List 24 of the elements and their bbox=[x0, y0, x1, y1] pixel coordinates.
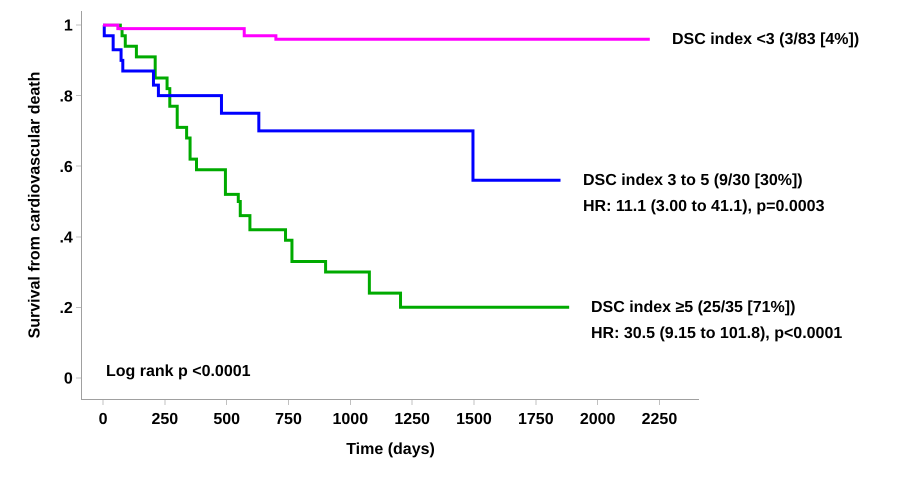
x-tick-label: 1750 bbox=[518, 411, 554, 428]
x-tick-label: 250 bbox=[151, 411, 178, 428]
y-tick-label: .2 bbox=[59, 300, 73, 317]
x-tick-label: 1000 bbox=[332, 411, 368, 428]
series-label: DSC index ≥5 (25/35 [71%]) bbox=[591, 299, 796, 316]
y-axis-title: Survival from cardiovascular death bbox=[26, 72, 44, 338]
y-tick-label: 0 bbox=[64, 370, 73, 388]
y-tick-label: .4 bbox=[59, 229, 73, 246]
x-tick-label: 0 bbox=[98, 411, 108, 428]
x-tick-label: 2250 bbox=[642, 411, 678, 428]
annotation: HR: 30.5 (9.15 to 101.8), p<0.0001 bbox=[591, 325, 842, 342]
x-tick-label: 1250 bbox=[394, 411, 430, 428]
y-tick-label: 1 bbox=[64, 18, 73, 35]
x-tick-label: 500 bbox=[213, 411, 240, 428]
y-tick-label: .8 bbox=[59, 88, 73, 106]
x-axis-title: Time (days) bbox=[346, 440, 435, 458]
x-tick-label: 2000 bbox=[580, 411, 616, 428]
x-tick-label: 1500 bbox=[456, 411, 492, 428]
series-label: DSC index 3 to 5 (9/30 [30%]) bbox=[583, 172, 803, 189]
x-tick-label: 750 bbox=[275, 411, 302, 428]
series-label: DSC index <3 (3/83 [4%]) bbox=[672, 31, 860, 48]
annotation: Log rank p <0.0001 bbox=[106, 363, 251, 380]
y-tick-label: .6 bbox=[59, 158, 73, 176]
annotation: HR: 11.1 (3.00 to 41.1), p=0.0003 bbox=[583, 198, 825, 215]
